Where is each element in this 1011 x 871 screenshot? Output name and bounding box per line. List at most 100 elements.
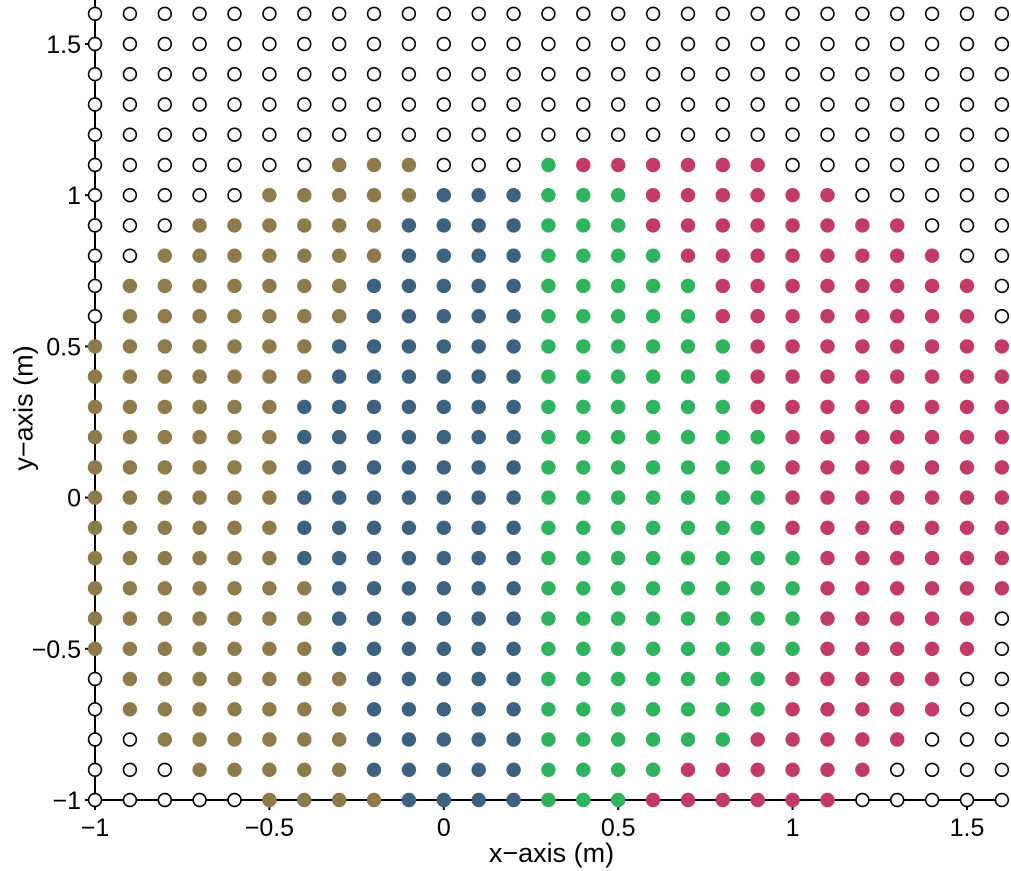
data-point [401,97,417,112]
data-point [366,248,382,263]
data-point [401,399,417,415]
data-point [576,671,591,687]
data-point [924,762,940,777]
data-point [227,581,242,596]
data-point [541,157,556,173]
data-point [750,399,765,415]
data-point [994,188,1010,203]
data-point [122,97,138,112]
data-point [366,218,382,233]
data-point [471,339,486,354]
data-point [680,611,696,626]
data-point [192,309,207,324]
data-point [924,127,940,142]
data-point [506,429,521,445]
data-point [366,792,382,808]
data-point [785,6,800,22]
data-point [262,550,277,566]
data-point [680,97,696,112]
x-tick-label: 1.5 [950,814,985,842]
data-point [471,6,486,22]
x-tick-label: 1 [786,814,800,842]
data-point [366,732,382,747]
data-point [506,157,521,173]
data-point [820,702,835,717]
data-point [855,641,870,656]
data-point [924,460,940,475]
data-point [471,429,486,445]
data-point [262,460,277,475]
data-point [994,399,1010,415]
data-point [436,278,451,294]
data-point [192,218,207,233]
data-point [855,460,870,475]
data-point [506,550,521,566]
data-point [401,248,417,263]
data-point [471,369,486,384]
data-point [680,702,696,717]
data-point [192,157,207,173]
data-point [994,36,1010,52]
data-point [332,309,347,324]
data-point [785,127,800,142]
data-point [820,66,835,82]
data-point [157,339,172,354]
data-point [297,248,312,263]
data-point [611,581,626,596]
data-point [297,127,312,142]
data-point [750,581,765,596]
data-point [959,97,975,112]
data-point [227,611,242,626]
data-point [924,641,940,656]
data-point [506,6,521,22]
data-point [366,339,382,354]
data-point [401,369,417,384]
data-point [750,460,765,475]
data-point [262,581,277,596]
data-point [750,550,765,566]
data-point [122,218,138,233]
data-point [715,278,730,294]
data-point [820,611,835,626]
data-point [122,581,138,596]
data-point [471,732,486,747]
data-point [122,671,138,687]
data-point [611,157,626,173]
data-point [889,792,905,808]
data-point [715,762,730,777]
data-point [541,460,556,475]
data-point [959,671,975,687]
data-point [297,581,312,596]
data-point [366,157,382,173]
data-point [297,97,312,112]
data-point [401,550,417,566]
data-point [959,157,975,173]
data-point [820,641,835,656]
data-point [227,460,242,475]
data-point [541,671,556,687]
data-point [645,188,661,203]
data-point [611,732,626,747]
data-point [645,6,661,22]
data-point [994,157,1010,173]
data-point [436,792,451,808]
data-point [820,248,835,263]
data-point [924,248,940,263]
data-point [645,309,661,324]
data-point [366,520,382,535]
data-point [855,520,870,535]
data-point [332,248,347,263]
data-point [645,369,661,384]
x-tick-label: −0.5 [245,814,294,842]
data-point [87,339,103,354]
data-point [227,792,242,808]
data-point [611,611,626,626]
data-point [401,732,417,747]
data-point [297,460,312,475]
data-point [715,248,730,263]
data-point [750,490,765,505]
data-point [994,581,1010,596]
data-point [87,550,103,566]
data-point [262,97,277,112]
data-point [157,6,173,22]
